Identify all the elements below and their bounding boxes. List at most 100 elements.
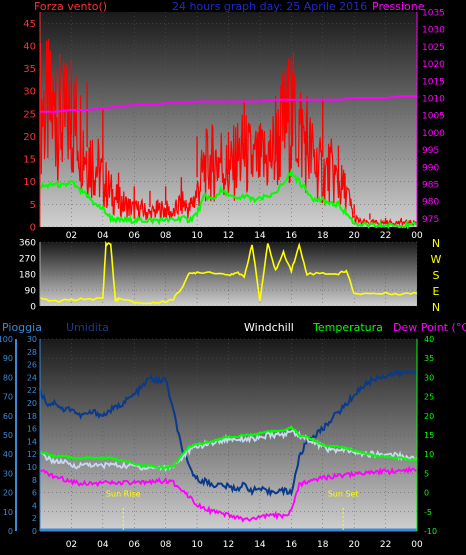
sunrise-label: Sun Rise [106,489,141,498]
rain-tick-label: 8 [32,476,37,485]
rain-tick-label: 28 [27,348,37,357]
windchill-line [39,428,418,473]
pressure-panel-title: Pressione [372,0,425,13]
rain-tick-label: 30 [27,335,37,344]
compass-label: N [432,301,440,314]
humidity-tick-label: 0 [8,527,13,536]
wind-pressure-axes: 0510152025303540459759809859909951000100… [23,9,445,242]
wind-tick-label: 30 [23,87,36,98]
hour-tick-label: 04 [97,231,109,241]
pressure-tick-label: 985 [422,181,439,191]
pressure-tick-label: 1005 [422,112,445,122]
temperature-tick-label: -10 [424,527,437,536]
hour-tick-label: 12 [223,231,234,241]
temperature-hour-tick-label: 08 [160,540,172,550]
temperature-tick-label: 20 [424,412,434,421]
dewpoint-label: Dew Point (°C) [393,321,466,334]
pressure-tick-label: 975 [422,215,439,225]
humidity-tick-label: 50 [3,431,13,440]
direction-tick-label: 360 [19,239,36,249]
hour-tick-label: 02 [66,231,77,241]
humidity-tick-label: 100 [0,335,13,344]
humidity-tick-label: 70 [3,393,13,402]
rain-tick-label: 2 [32,514,37,523]
humidity-tick-label: 40 [3,450,13,459]
rain-tick-label: 14 [27,437,37,446]
rain-tick-label: 0 [32,527,37,536]
direction-tick-label: 180 [19,271,36,281]
temperature-hour-tick-label: 14 [254,540,266,550]
temperature-hour-tick-label: 00 [411,540,423,550]
wind-tick-label: 15 [23,155,36,166]
hour-tick-label: 18 [317,231,329,241]
pressure-tick-label: 990 [422,163,439,173]
pressure-tick-label: 1020 [422,60,445,70]
temperature-tick-label: 25 [424,393,434,402]
humidity-tick-label: 90 [3,354,13,363]
wind-tick-label: 0 [30,223,36,234]
wind-panel-title: Forza vento() [34,0,107,13]
compass-label: E [433,285,440,298]
temperature-axes: 0102030405060708090100024681012141618202… [0,335,437,550]
rain-tick-label: 10 [27,463,37,472]
temperature-line [39,425,418,470]
temperature-hour-tick-label: 18 [317,540,329,550]
hour-tick-label: 08 [160,231,172,241]
temperature-tick-label: 30 [424,373,434,382]
temperature-hour-tick-label: 06 [129,540,141,550]
humidity-tick-label: 60 [3,412,13,421]
sunset-label: Sun Set [328,489,359,498]
temperature-tick-label: 40 [424,335,434,344]
rain-label: Pioggia [2,321,42,334]
hour-tick-label: 14 [254,231,266,241]
compass-label: N [432,237,440,250]
temperature-tick-label: 5 [424,469,429,478]
direction-tick-label: 270 [19,255,36,265]
temperature-hour-tick-label: 20 [348,540,360,550]
direction-tick-label: 90 [25,287,37,297]
humidity-tick-label: 80 [3,373,13,382]
temperature-hour-tick-label: 16 [286,540,298,550]
temperature-tick-label: 15 [424,431,434,440]
temperature-tick-label: -5 [424,508,432,517]
rain-tick-label: 12 [27,450,37,459]
wind-direction-line [39,240,418,305]
hour-tick-label: 22 [380,231,391,241]
dewpoint-line [39,465,418,523]
temperature-hour-tick-label: 12 [223,540,234,550]
pressure-line [40,95,417,113]
graph-date-title: 24 hours graph day: 25 Aprile 2016 [172,0,367,13]
humidity-label: Umidita [66,321,109,334]
rain-tick-label: 6 [32,489,37,498]
wind-average-line [39,168,417,230]
temperature-hour-tick-label: 22 [380,540,391,550]
rain-tick-label: 22 [27,386,37,395]
rain-tick-label: 26 [27,361,37,370]
rain-tick-label: 20 [27,399,37,408]
pressure-tick-label: 1015 [422,77,445,87]
temperature-label: Temperatura [312,321,383,334]
wind-tick-label: 5 [30,200,36,211]
temperature-series: Sun Rise Sun Set [39,368,418,532]
pressure-tick-label: 1025 [422,43,445,53]
rain-tick-label: 24 [27,373,37,382]
hour-tick-label: 16 [286,231,298,241]
rain-tick-label: 16 [27,425,37,434]
hour-tick-label: 10 [191,231,203,241]
pressure-tick-label: 1010 [422,95,445,105]
temperature-hour-tick-label: 04 [97,540,109,550]
wind-tick-label: 10 [23,177,36,188]
temperature-hour-tick-label: 02 [66,540,77,550]
pressure-tick-label: 995 [422,146,439,156]
hour-tick-label: 06 [129,231,141,241]
temperature-hour-tick-label: 10 [191,540,203,550]
rain-tick-label: 4 [32,501,37,510]
windchill-label: Windchill [244,321,294,334]
humidity-tick-label: 10 [3,508,13,517]
temperature-tick-label: 10 [424,450,434,459]
temperature-tick-label: 35 [424,354,434,363]
wind-tick-label: 40 [23,41,36,52]
pressure-tick-label: 980 [422,198,439,208]
